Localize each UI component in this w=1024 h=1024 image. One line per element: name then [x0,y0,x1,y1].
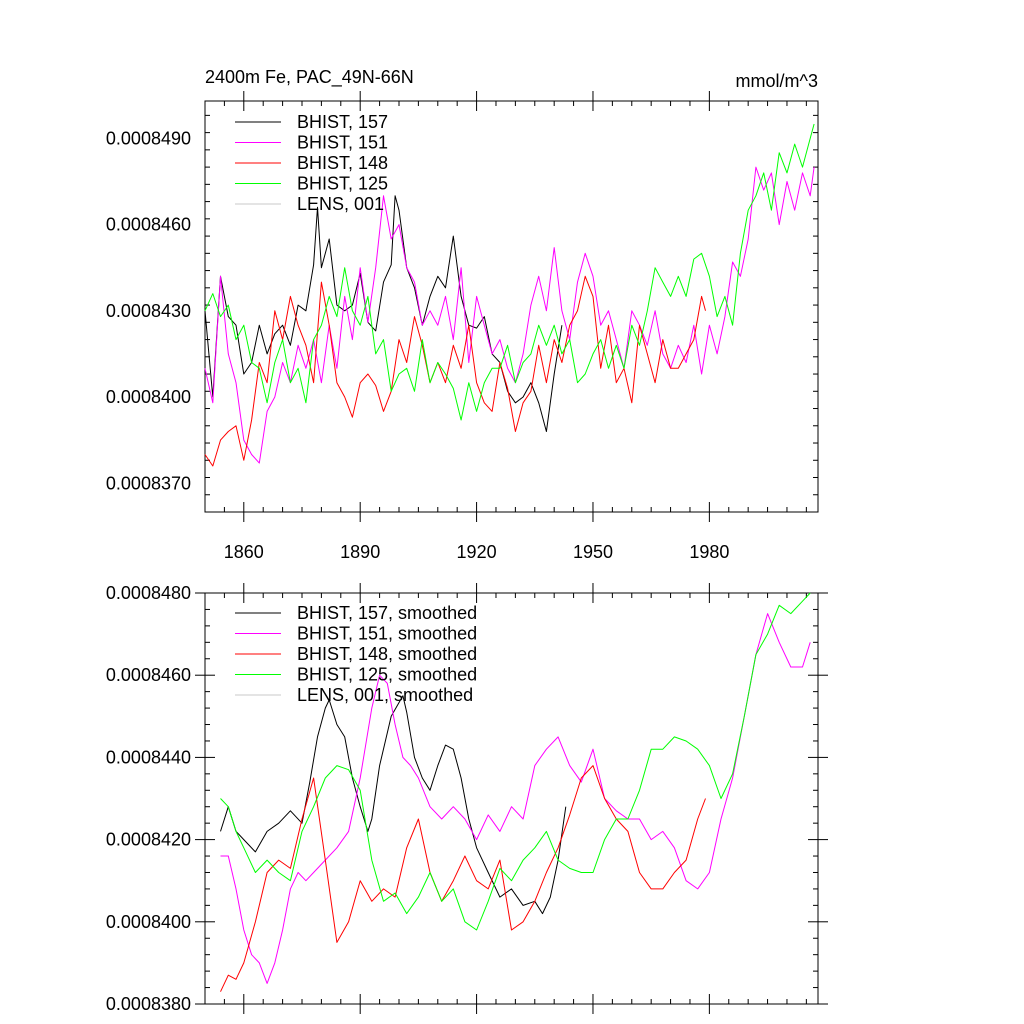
top-y-tick-label: 0.0008460 [106,215,191,235]
top-x-tick-label: 1980 [689,542,729,562]
top-y-tick-label: 0.0008400 [106,387,191,407]
bottom-axis-ticks [195,583,828,1014]
top-legend-label: BHIST, 151 [297,133,388,153]
bottom-y-tick-labels: 0.0008380 0.0008400 0.0008420 0.0008440 … [106,583,191,1014]
top-y-tick-label: 0.0008430 [106,301,191,321]
top-series-line-0 [204,195,563,432]
bottom-series-line-2 [220,765,706,992]
bottom-legend-label: BHIST, 157, smoothed [297,603,477,623]
bottom-y-tick-label: 0.0008480 [106,583,191,603]
top-panel: 2400m Fe, PAC_49N-66N mmol/m^3 0.0008370… [106,67,819,562]
top-legend-label: BHIST, 157 [297,112,388,132]
bottom-legend-label: BHIST, 148, smoothed [297,644,477,664]
bottom-series-line-1 [220,613,811,984]
bottom-panel: 0.0008380 0.0008400 0.0008420 0.0008440 … [106,583,828,1014]
top-legend-label: BHIST, 125 [297,174,388,194]
top-y-tick-labels: 0.0008370 0.0008400 0.0008430 0.0008460 … [106,128,191,493]
bottom-series-line-0 [220,695,567,915]
top-x-tick-label: 1950 [573,542,613,562]
bottom-y-tick-label: 0.0008400 [106,912,191,932]
top-units-label: mmol/m^3 [736,71,818,91]
top-series-group [204,123,815,467]
top-legend-label: BHIST, 148 [297,153,388,173]
bottom-y-tick-label: 0.0008420 [106,830,191,850]
bottom-y-tick-label: 0.0008440 [106,747,191,767]
top-x-tick-labels: 1860 1890 1920 1950 1980 [224,542,730,562]
bottom-plot-frame [204,592,819,1005]
top-series-line-2 [204,275,706,467]
top-series-line-1 [204,166,815,464]
bottom-y-tick-label: 0.0008380 [106,994,191,1014]
bottom-legend-label: LENS, 001, smoothed [297,685,473,705]
top-y-tick-label: 0.0008490 [106,128,191,148]
bottom-legend-label: BHIST, 151, smoothed [297,624,477,644]
bottom-series-line-3 [220,592,811,931]
top-legend-label: LENS, 001 [297,194,384,214]
top-series-line-3 [204,123,815,421]
bottom-legend-label: BHIST, 125, smoothed [297,665,477,685]
top-chart-title: 2400m Fe, PAC_49N-66N [205,67,414,88]
bottom-y-tick-label: 0.0008460 [106,665,191,685]
top-x-tick-label: 1920 [457,542,497,562]
top-plot-frame [204,100,819,513]
top-y-tick-label: 0.0008370 [106,473,191,493]
bottom-legend: BHIST, 157, smoothed BHIST, 151, smoothe… [235,603,477,705]
top-x-tick-label: 1890 [340,542,380,562]
bottom-series-group [220,592,811,992]
top-x-tick-label: 1860 [224,542,264,562]
top-legend: BHIST, 157 BHIST, 151 BHIST, 148 BHIST, … [235,112,388,214]
top-axis-ticks [204,91,818,522]
